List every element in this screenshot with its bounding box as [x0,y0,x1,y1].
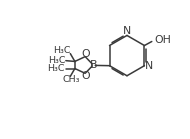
Text: N: N [123,26,131,36]
Text: OH: OH [155,35,171,45]
Text: H₃C: H₃C [53,46,70,55]
Text: N: N [144,61,153,71]
Text: H₃C: H₃C [48,64,65,73]
Text: B: B [90,60,97,70]
Text: O: O [82,71,90,81]
Text: CH₃: CH₃ [62,75,80,84]
Text: H₃C: H₃C [48,56,65,65]
Text: O: O [82,49,90,59]
